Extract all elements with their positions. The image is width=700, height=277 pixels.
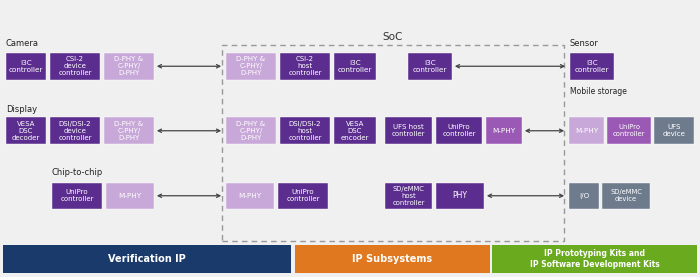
Text: I3C
controller: I3C controller [337,60,372,73]
Text: Camera: Camera [6,39,39,47]
Text: D-PHY &
C-PHY/
D-PHY: D-PHY & C-PHY/ D-PHY [114,121,144,141]
FancyBboxPatch shape [436,183,484,209]
Text: UniPro
controller: UniPro controller [60,189,94,202]
Text: UniPro
controller: UniPro controller [442,124,476,137]
Text: D-PHY &
C-PHY/
D-PHY: D-PHY & C-PHY/ D-PHY [237,56,265,76]
Text: DSI/DSI-2
host
controller: DSI/DSI-2 host controller [288,121,322,141]
Text: SoC: SoC [383,32,403,42]
Text: UFS
device: UFS device [663,124,685,137]
FancyBboxPatch shape [486,117,522,144]
Text: VESA
DSC
encoder: VESA DSC encoder [341,121,369,141]
FancyBboxPatch shape [278,183,328,209]
FancyBboxPatch shape [654,117,694,144]
FancyBboxPatch shape [280,117,330,144]
Text: Verification IP: Verification IP [108,254,186,264]
Text: M-PHY: M-PHY [239,193,262,199]
Text: I3C
controller: I3C controller [8,60,43,73]
FancyBboxPatch shape [570,53,614,79]
FancyBboxPatch shape [408,53,452,79]
Text: PHY: PHY [452,191,468,200]
FancyBboxPatch shape [226,183,274,209]
FancyBboxPatch shape [6,117,46,144]
FancyBboxPatch shape [280,53,330,79]
FancyBboxPatch shape [295,245,490,273]
Text: I/O: I/O [579,193,589,199]
Text: Mobile storage: Mobile storage [570,88,627,96]
FancyBboxPatch shape [334,117,376,144]
FancyBboxPatch shape [602,183,650,209]
FancyBboxPatch shape [385,117,432,144]
Text: I3C
controller: I3C controller [413,60,447,73]
FancyBboxPatch shape [50,117,100,144]
Text: IP Prototyping Kits and
IP Software Development Kits: IP Prototyping Kits and IP Software Deve… [530,249,659,269]
Text: SD/eMMC
device: SD/eMMC device [610,189,642,202]
FancyBboxPatch shape [50,53,100,79]
FancyBboxPatch shape [569,117,604,144]
FancyBboxPatch shape [104,117,154,144]
FancyBboxPatch shape [6,53,46,79]
Text: I3C
controller: I3C controller [575,60,609,73]
FancyBboxPatch shape [334,53,376,79]
Text: Sensor: Sensor [570,39,599,47]
FancyBboxPatch shape [436,117,482,144]
FancyBboxPatch shape [52,183,102,209]
FancyBboxPatch shape [607,117,651,144]
FancyBboxPatch shape [106,183,154,209]
Text: Display: Display [6,104,37,114]
Text: UniPro
controller: UniPro controller [612,124,645,137]
FancyBboxPatch shape [226,117,276,144]
FancyBboxPatch shape [104,53,154,79]
Text: SD/eMMC
host
controller: SD/eMMC host controller [392,186,425,206]
Text: UniPro
controller: UniPro controller [286,189,320,202]
Text: M-PHY: M-PHY [492,128,516,134]
Text: Chip-to-chip: Chip-to-chip [52,168,104,177]
FancyBboxPatch shape [3,245,291,273]
FancyBboxPatch shape [492,245,697,273]
Text: M-PHY: M-PHY [575,128,598,134]
Text: D-PHY &
C-PHY/
D-PHY: D-PHY & C-PHY/ D-PHY [114,56,144,76]
Text: IP Subsystems: IP Subsystems [352,254,433,264]
Text: DSI/DSI-2
device
controller: DSI/DSI-2 device controller [58,121,92,141]
Text: M-PHY: M-PHY [118,193,141,199]
FancyBboxPatch shape [569,183,599,209]
Bar [222,45,564,241]
FancyBboxPatch shape [226,53,276,79]
Text: CSI-2
host
controller: CSI-2 host controller [288,56,322,76]
Text: D-PHY &
C-PHY/
D-PHY: D-PHY & C-PHY/ D-PHY [237,121,265,141]
Text: VESA
DSC
decoder: VESA DSC decoder [12,121,40,141]
FancyBboxPatch shape [385,183,432,209]
Text: CSI-2
device
controller: CSI-2 device controller [58,56,92,76]
Text: UFS host
controller: UFS host controller [392,124,426,137]
